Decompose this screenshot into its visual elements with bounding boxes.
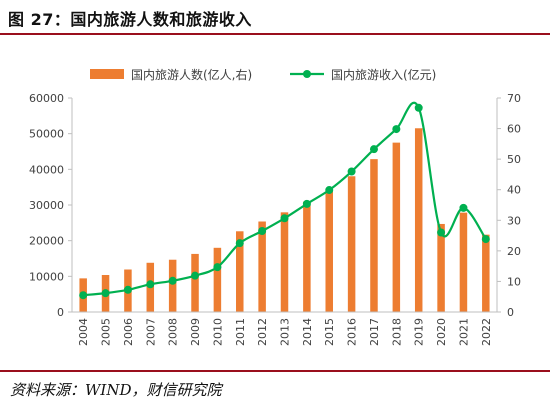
- line-marker: [481, 235, 490, 244]
- legend-swatch-bar: [90, 69, 124, 79]
- bar: [482, 234, 490, 312]
- line-series: [79, 101, 490, 300]
- bar: [370, 159, 378, 312]
- bar: [280, 212, 289, 312]
- line-marker: [459, 203, 468, 212]
- source-note: 资料来源：WIND，财信研究院: [10, 381, 222, 399]
- line-marker: [213, 263, 222, 272]
- bar: [347, 176, 356, 312]
- left-axis: 0 10000 20000 30000 40000 50000 60000: [29, 92, 73, 319]
- x-tick-label: 2020: [435, 318, 448, 346]
- x-tick-label: 2005: [100, 318, 113, 346]
- x-tick-label: 2016: [346, 318, 359, 346]
- bar: [325, 189, 333, 312]
- x-tick-label: 2006: [122, 318, 135, 346]
- bar: [437, 223, 445, 312]
- line-marker: [123, 285, 132, 294]
- x-tick-label: 2013: [279, 318, 292, 346]
- bar: [459, 212, 468, 312]
- legend-label-line: 国内旅游收入(亿元): [331, 67, 436, 82]
- x-tick-label: 2007: [144, 318, 157, 346]
- line-marker: [280, 214, 289, 223]
- footer-divider: [0, 370, 550, 372]
- legend-label-bar: 国内旅游人数(亿人,右): [131, 67, 252, 82]
- x-tick-label: 2008: [167, 318, 180, 346]
- x-tick-label: 2004: [77, 318, 90, 346]
- x-tick-label: 2015: [323, 318, 336, 346]
- left-tick-label: 30000: [29, 199, 64, 212]
- line-marker: [437, 228, 446, 237]
- bar: [236, 231, 244, 312]
- bar: [392, 142, 401, 312]
- line-marker: [191, 271, 200, 280]
- left-tick-label: 40000: [29, 163, 64, 176]
- x-tick-label: 2021: [457, 318, 470, 346]
- x-tick-label: 2009: [189, 318, 202, 346]
- x-tick-label: 2014: [301, 318, 314, 346]
- legend-swatch-marker: [303, 70, 311, 78]
- line-marker: [369, 145, 378, 154]
- line-marker: [325, 186, 334, 195]
- right-tick-label: 20: [507, 245, 521, 258]
- line-marker: [392, 125, 401, 134]
- legend: 国内旅游人数(亿人,右) 国内旅游收入(亿元): [90, 67, 436, 82]
- left-tick-label: 10000: [29, 270, 64, 283]
- line-marker: [347, 167, 356, 176]
- x-tick-label: 2010: [211, 318, 224, 346]
- right-tick-label: 50: [507, 153, 521, 166]
- line-marker: [146, 280, 155, 289]
- right-tick-label: 60: [507, 123, 521, 136]
- line-marker: [79, 291, 88, 300]
- x-tick-label: 2022: [480, 318, 493, 346]
- x-tick-label: 2018: [390, 318, 403, 346]
- bar: [191, 253, 199, 312]
- left-tick-label: 50000: [29, 128, 64, 141]
- title-divider: [0, 33, 550, 35]
- right-tick-label: 0: [507, 306, 514, 319]
- right-tick-label: 10: [507, 275, 521, 288]
- left-tick-label: 0: [57, 306, 64, 319]
- line-marker: [258, 227, 267, 236]
- left-tick-label: 60000: [29, 92, 64, 105]
- line-marker: [235, 239, 244, 248]
- x-tick-label: 2019: [413, 318, 426, 346]
- bar: [168, 259, 177, 312]
- x-tick-label: 2012: [256, 318, 269, 346]
- line-marker: [414, 103, 423, 112]
- x-tick-label: 2011: [234, 318, 247, 346]
- right-tick-label: 70: [507, 92, 521, 105]
- bar: [303, 201, 311, 312]
- line-marker: [168, 276, 177, 285]
- right-axis: 0 10 20 30 40 50 60 70: [496, 92, 521, 319]
- right-tick-label: 30: [507, 214, 521, 227]
- x-tick-label: 2017: [368, 318, 381, 346]
- bar: [258, 221, 266, 312]
- left-tick-label: 20000: [29, 235, 64, 248]
- line-marker: [302, 199, 311, 208]
- line-marker: [101, 289, 110, 298]
- bar: [414, 128, 423, 312]
- combo-chart: 国内旅游人数(亿人,右) 国内旅游收入(亿元) 0 10000 20000 30000 4…: [29, 67, 521, 346]
- right-tick-label: 40: [507, 184, 521, 197]
- bar: [213, 247, 222, 312]
- figure-title: 图 27：国内旅游人数和旅游收入: [8, 10, 252, 29]
- x-axis: 2004 2005 2006 2007 2008 2009 2010 2011 2012 2013…: [72, 311, 497, 346]
